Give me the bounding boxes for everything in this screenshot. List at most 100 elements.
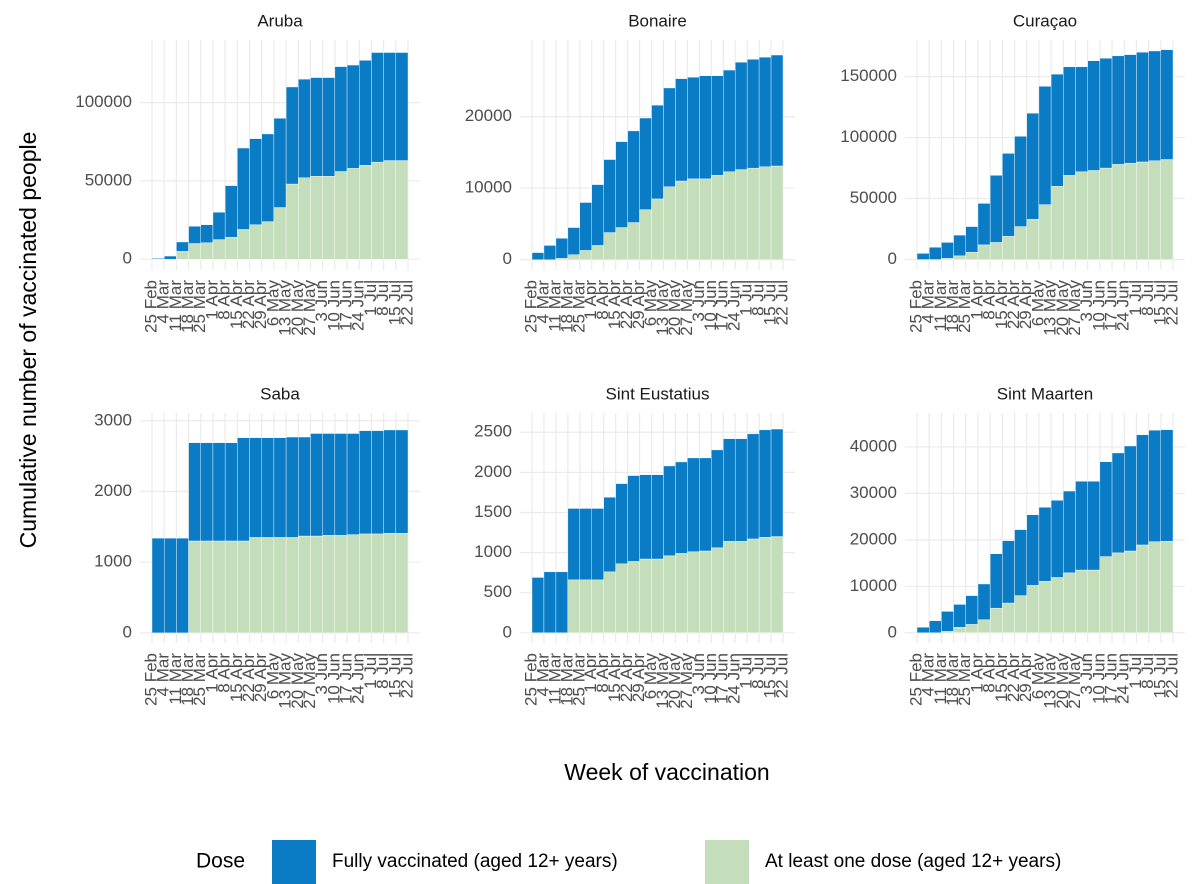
bar-segment <box>663 186 676 260</box>
bar-segment <box>723 438 736 542</box>
bar-segment <box>603 232 616 260</box>
x-tick-label: 18 Mar <box>557 653 576 706</box>
x-tick-label: 15 Jul <box>385 653 404 698</box>
bar-segment <box>639 209 652 260</box>
bar-segment <box>603 159 616 233</box>
x-tick-label: 13 May <box>653 280 672 336</box>
x-tick-label: 18 Mar <box>943 280 962 333</box>
bar-segment <box>746 167 760 260</box>
x-tick-label: 22 Apr <box>1004 653 1023 702</box>
bar-segment <box>1038 581 1052 633</box>
bar-segment <box>1160 429 1174 542</box>
x-tick-label: 4 Mar <box>919 280 938 324</box>
bar-segment <box>989 553 1003 609</box>
x-tick-label: 24 Jun <box>1114 280 1133 331</box>
bar-segment <box>687 551 700 634</box>
x-tick-label: 13 May <box>1041 280 1060 336</box>
bar-segment <box>555 571 569 634</box>
bar-segment <box>1063 572 1076 633</box>
x-tick-label: 1 Apr <box>202 653 221 693</box>
bar-segment <box>699 550 712 634</box>
bar-segment <box>1124 445 1137 552</box>
y-tick-label: 0 <box>123 622 132 641</box>
x-tick-label: 29 Apr <box>629 653 648 702</box>
x-tick-label: 6 May <box>641 280 660 327</box>
bar-segment <box>285 86 299 185</box>
x-tick-label: 22 Apr <box>239 280 258 329</box>
bar-segment <box>359 165 372 260</box>
bar-segment <box>687 457 700 552</box>
bar-segment <box>237 437 250 542</box>
bar-segment <box>1160 159 1174 260</box>
x-tick-label: 15 Apr <box>227 280 246 329</box>
bar-segment <box>383 429 397 534</box>
x-tick-label: 11 Mar <box>931 280 950 332</box>
bar-segment <box>334 171 348 260</box>
x-tick-label: 8 Apr <box>593 280 612 320</box>
bar-segment <box>261 537 275 634</box>
bar-segment <box>212 212 226 240</box>
bar-segment <box>734 61 748 170</box>
bar-segment <box>200 442 214 542</box>
bar-segment <box>555 258 569 260</box>
y-tick-label: 1000 <box>474 542 512 561</box>
x-tick-label: 15 Apr <box>227 653 246 702</box>
bar-segment <box>1050 186 1064 260</box>
y-tick-label: 0 <box>123 249 132 268</box>
x-tick-label: 15 Jul <box>1150 653 1169 698</box>
bar-segment <box>770 428 784 537</box>
x-tick-label: 20 May <box>665 653 684 709</box>
x-tick-label: 25 Mar <box>569 280 588 333</box>
bar-segment <box>1087 60 1101 171</box>
bar-segment <box>224 540 238 634</box>
y-tick-label: 100000 <box>840 127 897 146</box>
bar-segment <box>567 254 581 260</box>
bar-segment <box>758 166 772 260</box>
bar-segment <box>711 175 724 260</box>
x-tick-label: 3 Jun <box>1077 280 1096 322</box>
bar-segment <box>746 59 760 169</box>
bar-segment <box>1148 429 1162 542</box>
x-tick-label: 6 May <box>641 653 660 700</box>
x-tick-label: 1 Jul <box>737 653 756 689</box>
bar-segment <box>543 571 557 634</box>
x-tick-label: 1 Apr <box>967 653 986 693</box>
bar-segment <box>383 532 397 634</box>
x-tick-label: 1 Apr <box>581 653 600 693</box>
bar-segment <box>151 258 165 260</box>
x-tick-label: 15 Jul <box>761 280 780 325</box>
bar-segment <box>543 245 557 260</box>
x-tick-label: 1 Jul <box>1126 280 1145 316</box>
bar-segment <box>639 474 652 560</box>
x-tick-label: 25 Feb <box>141 280 160 333</box>
x-tick-label: 8 Apr <box>215 653 234 693</box>
x-tick-label: 27 May <box>300 653 319 709</box>
bar-segment <box>953 234 966 257</box>
bar-segment <box>723 171 736 260</box>
bar-segment <box>663 87 676 187</box>
bar-segment <box>531 577 545 634</box>
x-tick-label: 8 Jul <box>1138 280 1157 316</box>
bar-segment <box>1075 66 1088 172</box>
x-tick-label: 22 Jul <box>1162 653 1181 698</box>
bar-segment <box>249 437 262 538</box>
x-tick-label: 22 Apr <box>617 280 636 329</box>
x-tick-label: 18 Mar <box>557 280 576 333</box>
y-tick-label: 10000 <box>465 178 512 197</box>
bar-segment <box>188 243 201 260</box>
x-tick-label: 8 Jul <box>749 280 768 316</box>
bar-segment <box>1002 602 1015 633</box>
bar-segment <box>941 242 954 259</box>
x-tick-label: 17 Jun <box>713 280 732 331</box>
bar-segment <box>627 222 640 260</box>
x-tick-label: 25 Feb <box>521 280 540 333</box>
x-tick-label: 18 Mar <box>178 653 197 706</box>
bar-segment <box>1111 164 1125 260</box>
panel-title: Sint Eustatius <box>606 384 710 403</box>
bar-segment <box>1026 219 1040 260</box>
panel-title: Bonaire <box>628 11 687 30</box>
y-tick-label: 30000 <box>850 483 897 502</box>
y-tick-label: 10000 <box>850 576 897 595</box>
bar-segment <box>1014 595 1027 633</box>
